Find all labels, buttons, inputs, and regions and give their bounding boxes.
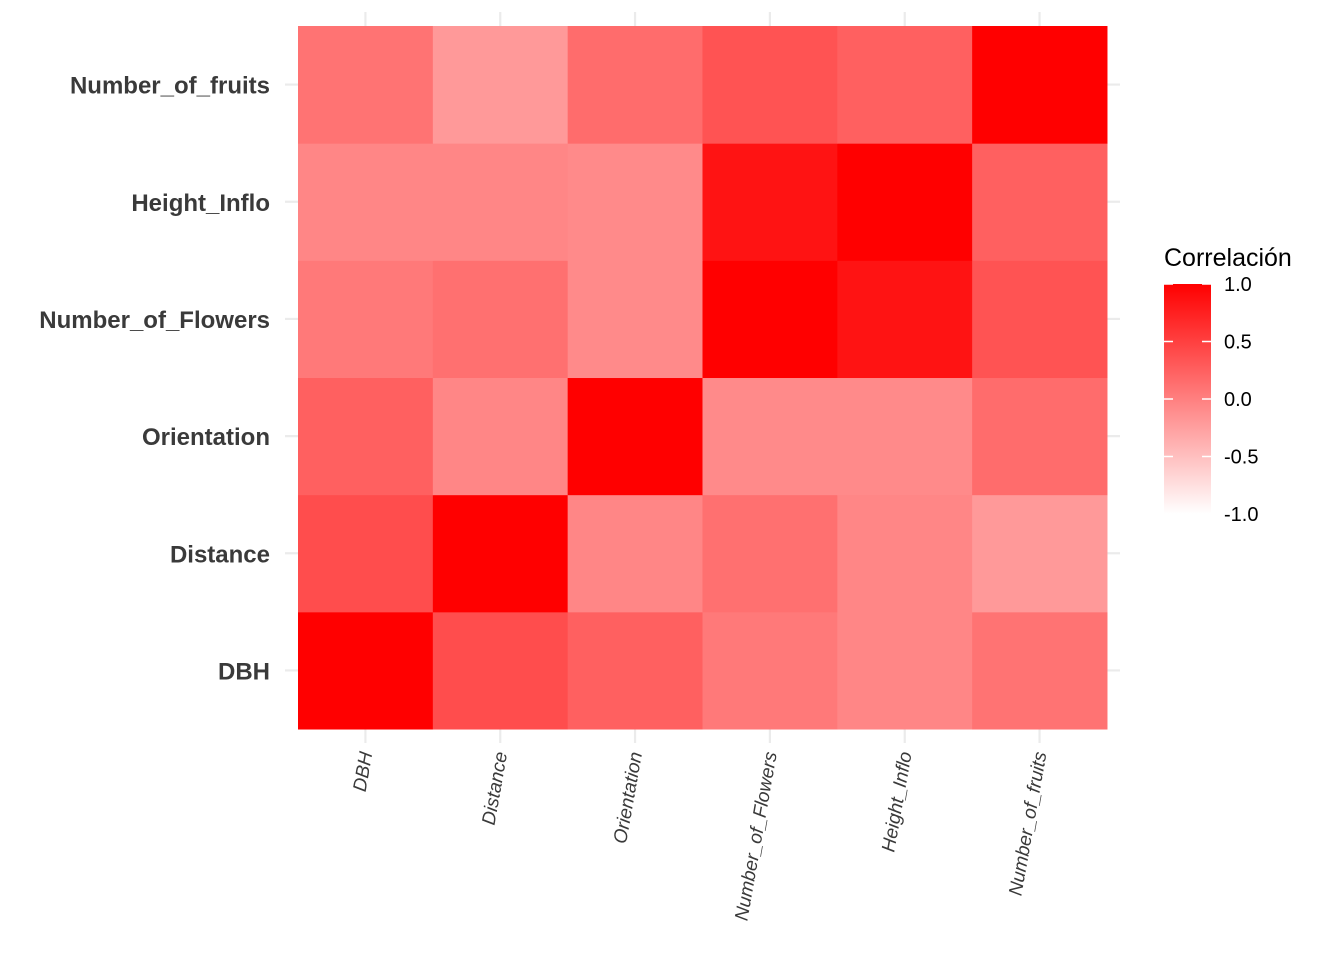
heatmap-cell-orientation-distance xyxy=(432,377,569,496)
heatmap-cell-number-of-flowers-orientation xyxy=(567,260,703,379)
x-axis-labels: DBH Distance Orientation Number_of_Flowers H… xyxy=(350,750,1052,923)
heatmap-cell-distance-orientation xyxy=(567,494,703,613)
heatmap-cell-dbh-distance xyxy=(432,611,569,730)
heatmap-cell-height-inflo-distance xyxy=(432,143,569,261)
heatmap-cell-orientation-orientation xyxy=(567,377,703,496)
heatmap-cell-orientation-number-of-flowers xyxy=(702,377,838,496)
legend-title: Correlación xyxy=(1164,244,1292,272)
legend-tick-label: -0.5 xyxy=(1224,447,1258,469)
legend-tick-label: 0.0 xyxy=(1224,389,1252,411)
legend-tick-label: 0.5 xyxy=(1224,332,1252,354)
heatmap-cell-orientation-dbh xyxy=(298,377,434,496)
heatmap-cell-dbh-orientation xyxy=(567,611,703,730)
x-tick-label: DBH xyxy=(350,750,378,793)
heatmap-cell-distance-distance xyxy=(432,494,569,613)
heatmap-cell-height-inflo-number-of-flowers xyxy=(702,143,838,261)
legend-tick-label: -1.0 xyxy=(1224,504,1258,526)
heatmap-cell-number-of-fruits-orientation xyxy=(567,26,703,144)
x-tick-label: Orientation xyxy=(610,750,647,845)
heatmap-cell-number-of-flowers-height-inflo xyxy=(837,260,973,379)
legend: Correlación 1.0 0.5 0.0 -0.5 -1.0 xyxy=(1164,244,1292,526)
heatmap-cell-distance-number-of-fruits xyxy=(972,494,1108,613)
heatmap-cell-number-of-fruits-distance xyxy=(432,26,569,144)
heatmap-cell-number-of-flowers-dbh xyxy=(298,260,434,379)
y-tick-label: Number_of_fruits xyxy=(70,73,270,100)
y-axis-labels: DBH Distance Orientation Number_of_Flowers H… xyxy=(39,73,270,686)
heatmap-cell-height-inflo-number-of-fruits xyxy=(972,143,1108,261)
x-tick-label: Number_of_Flowers xyxy=(731,750,781,923)
heatmap-cell-number-of-flowers-distance xyxy=(432,260,569,379)
heatmap-cell-dbh-height-inflo xyxy=(837,611,973,730)
y-tick-label: DBH xyxy=(218,658,270,685)
heatmap-cell-number-of-fruits-number-of-fruits xyxy=(972,26,1108,144)
heatmap-cell-number-of-fruits-dbh xyxy=(298,26,434,144)
heatmap-cell-distance-height-inflo xyxy=(837,494,973,613)
heatmap-cell-number-of-fruits-number-of-flowers xyxy=(702,26,838,144)
heatmap-cell-orientation-number-of-fruits xyxy=(972,377,1108,496)
y-tick-label: Number_of_Flowers xyxy=(39,307,270,334)
heatmap-cell-distance-number-of-flowers xyxy=(702,494,838,613)
legend-tick-label: 1.0 xyxy=(1224,274,1252,296)
x-tick-label: Height_Inflo xyxy=(878,750,916,854)
y-tick-label: Height_Inflo xyxy=(131,190,270,217)
heatmap-cell-number-of-flowers-number-of-flowers xyxy=(702,260,838,379)
heatmap-cell-dbh-dbh xyxy=(298,611,434,730)
heatmap-cell-orientation-height-inflo xyxy=(837,377,973,496)
heatmap-cell-distance-dbh xyxy=(298,494,434,613)
heatmap-cell-number-of-flowers-number-of-fruits xyxy=(972,260,1108,379)
heatmap-cell-height-inflo-orientation xyxy=(567,143,703,261)
heatmap-cell-height-inflo-height-inflo xyxy=(837,143,973,261)
x-tick-label: Distance xyxy=(479,750,513,826)
heatmap-cells xyxy=(298,26,1108,730)
heatmap-cell-number-of-fruits-height-inflo xyxy=(837,26,973,144)
x-tick-label: Number_of_fruits xyxy=(1006,750,1052,898)
heatmap-cell-dbh-number-of-flowers xyxy=(702,611,838,730)
heatmap-cell-dbh-number-of-fruits xyxy=(972,611,1108,730)
heatmap-cell-height-inflo-dbh xyxy=(298,143,434,261)
y-tick-label: Distance xyxy=(170,541,270,568)
y-tick-label: Orientation xyxy=(142,424,270,451)
